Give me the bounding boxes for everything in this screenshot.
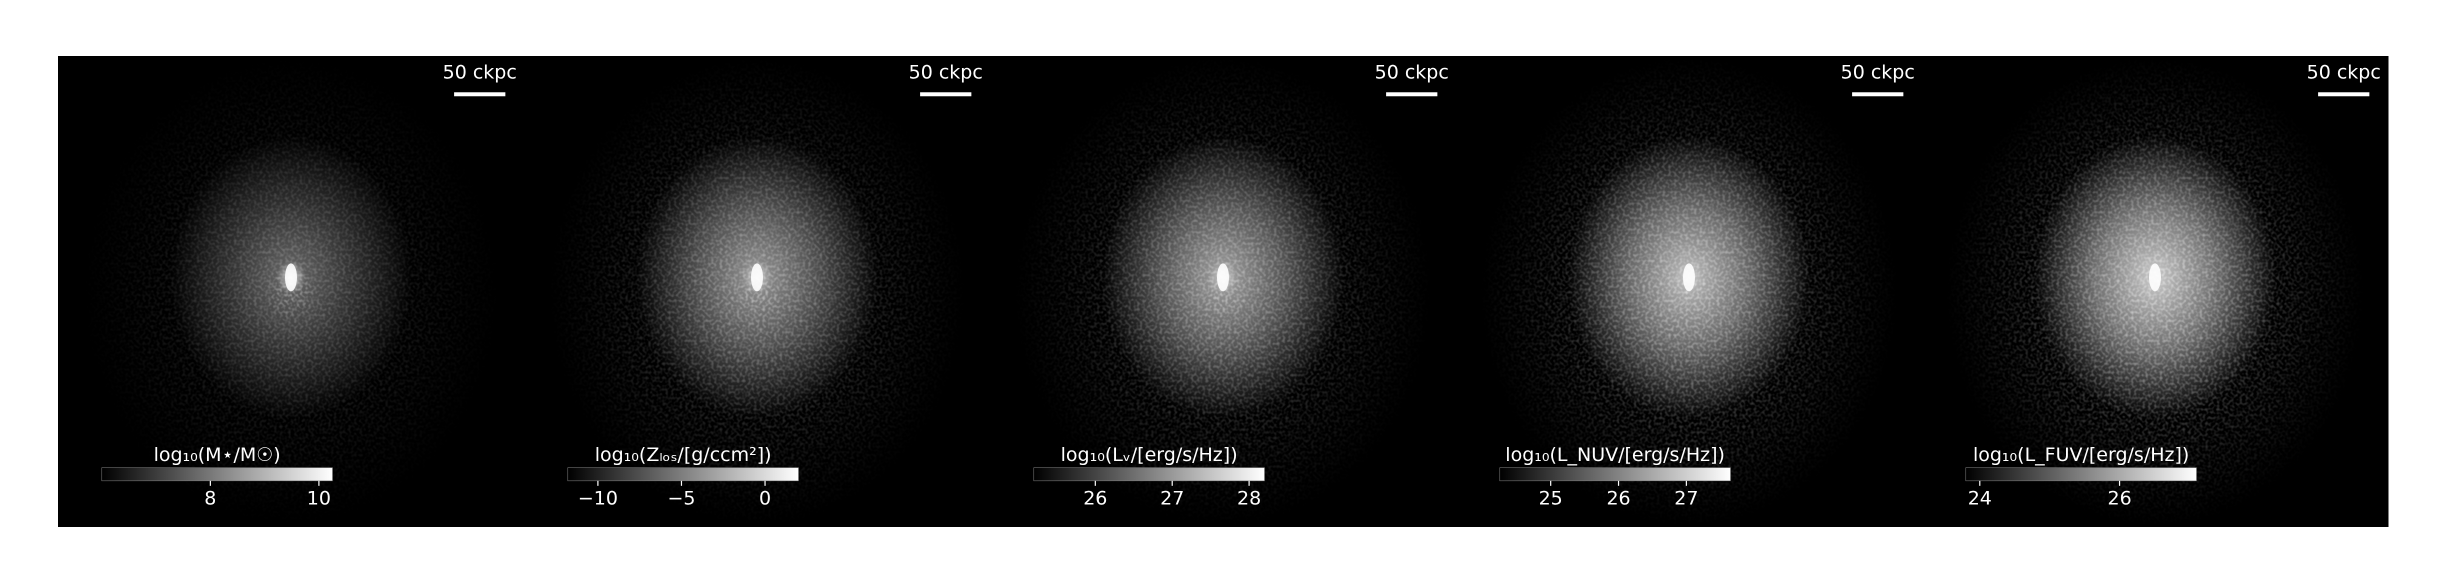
scale-bar [1386, 92, 1438, 97]
colorbar-tick-label: 10 [307, 487, 331, 509]
colorbar-tick-label: 27 [1160, 487, 1184, 509]
colorbar-tick-label: 26 [2107, 487, 2131, 509]
nucleus [1217, 263, 1229, 292]
colorbar-tick-label: −5 [667, 487, 695, 509]
nucleus [2149, 263, 2161, 292]
colorbar-tick-label: 0 [759, 487, 771, 509]
colorbar-label: log₁₀(Lᵥ/[erg/s/Hz]) [1061, 444, 1238, 466]
scale-bar [1852, 92, 1904, 97]
scale-bar-label: 50 ckpc [1841, 61, 1915, 83]
scale-bar-label: 50 ckpc [909, 61, 983, 83]
colorbar [1965, 467, 2197, 482]
colorbar-tick-label: 25 [1539, 487, 1563, 509]
colorbar-tick-label: 24 [1968, 487, 1992, 509]
colorbar-tick-label: 27 [1674, 487, 1698, 509]
colorbar [567, 467, 799, 482]
scale-bar-label: 50 ckpc [443, 61, 517, 83]
panel: 50 ckpc log₁₀(M⋆/M☉) 8 10 [58, 56, 525, 527]
colorbar [1033, 467, 1265, 482]
panel: 50 ckpc log₁₀(Lᵥ/[erg/s/Hz]) 26 27 28 [990, 56, 1457, 527]
colorbar [1499, 467, 1731, 482]
colorbar-label: log₁₀(L_FUV/[erg/s/Hz]) [1973, 444, 2189, 466]
colorbar-tick-label: 8 [204, 487, 216, 509]
scale-bar-label: 50 ckpc [2307, 61, 2381, 83]
scale-bar-label: 50 ckpc [1375, 61, 1449, 83]
nucleus [1683, 263, 1695, 292]
colorbar-label: log₁₀(Zₗₒₛ/[g/ccm²]) [595, 444, 772, 466]
colorbar-label: log₁₀(M⋆/M☉) [154, 444, 281, 466]
colorbar-tick-label: 26 [1083, 487, 1107, 509]
panel: 50 ckpc log₁₀(L_FUV/[erg/s/Hz]) 24 26 [1922, 56, 2389, 527]
nucleus [285, 263, 297, 292]
colorbar-tick-label: −10 [578, 487, 618, 509]
nucleus [751, 263, 763, 292]
scale-bar [454, 92, 506, 97]
scale-bar [920, 92, 972, 97]
panel: 50 ckpc log₁₀(Zₗₒₛ/[g/ccm²]) −10 −5 0 [524, 56, 991, 527]
colorbar-tick-label: 28 [1237, 487, 1261, 509]
scale-bar [2318, 92, 2370, 97]
colorbar-tick-label: 26 [1606, 487, 1630, 509]
colorbar-label: log₁₀(L_NUV/[erg/s/Hz]) [1505, 444, 1725, 466]
panel: 50 ckpc log₁₀(L_NUV/[erg/s/Hz]) 25 26 27 [1456, 56, 1923, 527]
colorbar [101, 467, 333, 482]
